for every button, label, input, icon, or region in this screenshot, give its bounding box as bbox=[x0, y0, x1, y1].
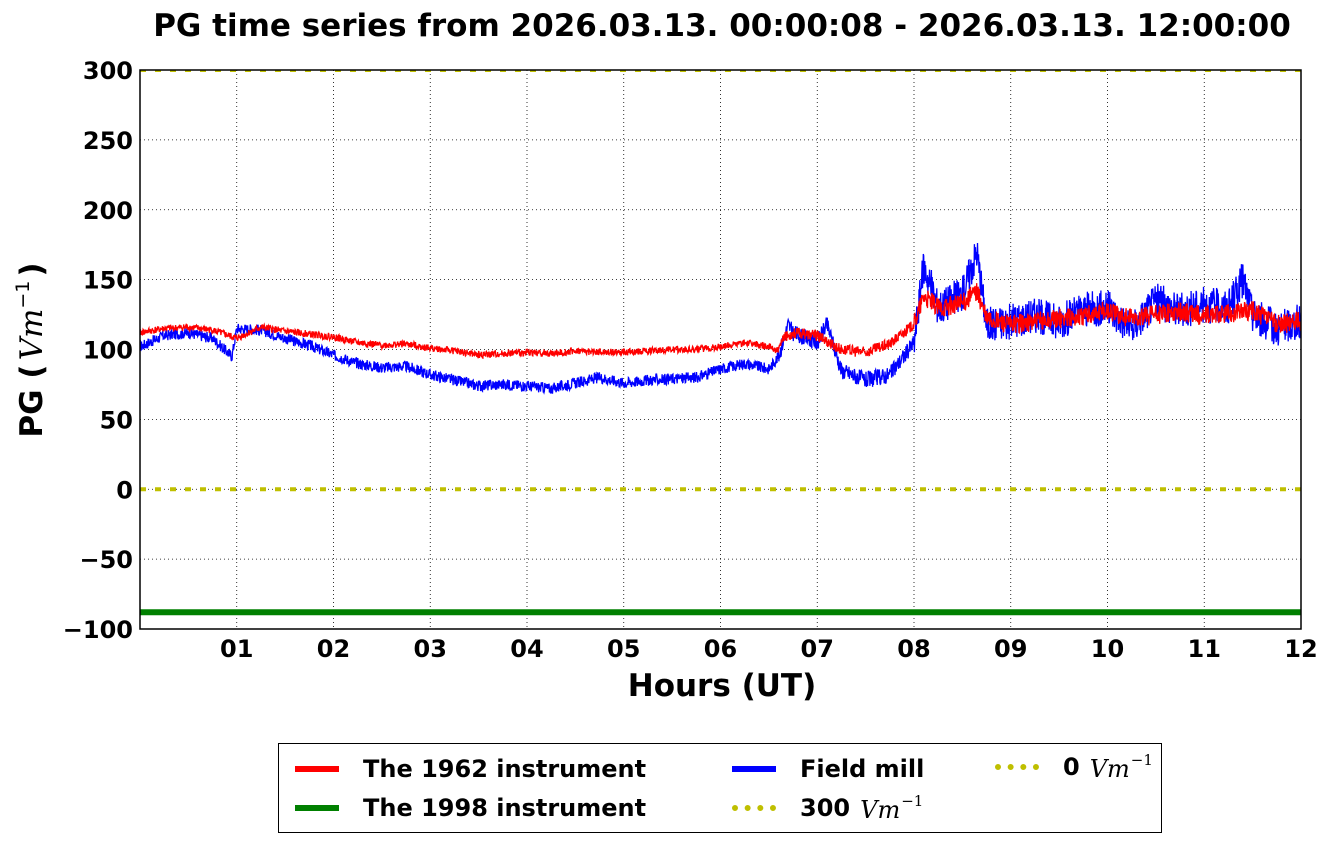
y-tick-label: 100 bbox=[83, 337, 133, 365]
y-axis-label-unit: Vm bbox=[14, 309, 50, 361]
x-tick-label: 04 bbox=[510, 635, 543, 663]
x-tick-label: 02 bbox=[317, 635, 350, 663]
series-line bbox=[140, 242, 1301, 395]
pg-time-series-chart: PG time series from 2026.03.13. 00:00:08… bbox=[12, 8, 1318, 704]
x-tick-label: 06 bbox=[704, 635, 737, 663]
legend-item-field-mill: Field mill bbox=[732, 754, 924, 784]
legend-label: The 1962 instrument bbox=[363, 755, 647, 783]
y-tick-label: 200 bbox=[83, 197, 133, 225]
legend-unit: Vm−1 bbox=[860, 792, 923, 824]
legend: The 1962 instrument The 1998 instrument … bbox=[278, 743, 1162, 833]
y-tick-label: 0 bbox=[116, 476, 133, 504]
y-axis-label-prefix: PG ( bbox=[14, 364, 50, 437]
legend-unit-base: Vm bbox=[1089, 755, 1130, 783]
x-tick-label: 05 bbox=[607, 635, 640, 663]
x-axis-label: Hours (UT) bbox=[628, 668, 817, 704]
legend-item-0: 0 Vm−1 bbox=[995, 751, 1153, 783]
y-tick-label: 300 bbox=[83, 57, 133, 85]
x-tick-label: 11 bbox=[1188, 635, 1221, 663]
legend-swatch bbox=[995, 764, 1039, 770]
series-line bbox=[140, 283, 1301, 360]
plot-frame bbox=[139, 69, 1302, 630]
x-tick-label: 08 bbox=[897, 635, 930, 663]
y-tick-label: 150 bbox=[83, 267, 133, 295]
y-tick-labels: −100 −50 0 50 100 150 200 250 300 bbox=[63, 57, 133, 644]
x-tick-labels: 01 02 03 04 05 06 07 08 09 10 11 12 bbox=[220, 635, 1318, 663]
legend-label: 300 bbox=[800, 794, 851, 822]
legend-unit-base: Vm bbox=[860, 796, 901, 824]
legend-item-300: 300 Vm−1 bbox=[732, 792, 923, 824]
y-tick-label: 250 bbox=[83, 127, 133, 155]
legend-unit-exp: −1 bbox=[1130, 751, 1153, 769]
x-tick-label: 03 bbox=[414, 635, 447, 663]
x-tick-label: 01 bbox=[220, 635, 253, 663]
x-tick-label: 07 bbox=[801, 635, 834, 663]
y-tick-label: −50 bbox=[79, 546, 133, 574]
legend-label: The 1998 instrument bbox=[363, 794, 647, 822]
y-axis-label-suffix: ) bbox=[14, 262, 50, 276]
x-tick-label: 10 bbox=[1091, 635, 1124, 663]
legend-unit-exp: −1 bbox=[901, 792, 924, 810]
y-tick-label: 50 bbox=[100, 406, 133, 434]
chart-title: PG time series from 2026.03.13. 00:00:08… bbox=[153, 8, 1291, 44]
y-axis-label-exponent: −1 bbox=[12, 281, 34, 309]
y-axis-label: PG (Vm−1) bbox=[12, 262, 50, 437]
legend-label: 0 bbox=[1063, 753, 1080, 781]
x-tick-label: 12 bbox=[1284, 635, 1317, 663]
legend-swatch bbox=[295, 766, 339, 772]
series-layer bbox=[140, 70, 1301, 616]
legend-unit: Vm−1 bbox=[1090, 751, 1153, 783]
legend-label: Field mill bbox=[800, 755, 925, 783]
x-tick-label: 09 bbox=[994, 635, 1027, 663]
legend-swatch bbox=[732, 766, 776, 772]
legend-swatch bbox=[732, 805, 776, 811]
legend-swatch bbox=[295, 805, 339, 811]
legend-item-1998: The 1998 instrument bbox=[295, 793, 646, 823]
legend-item-1962: The 1962 instrument bbox=[295, 754, 646, 784]
y-tick-label: −100 bbox=[63, 616, 133, 644]
